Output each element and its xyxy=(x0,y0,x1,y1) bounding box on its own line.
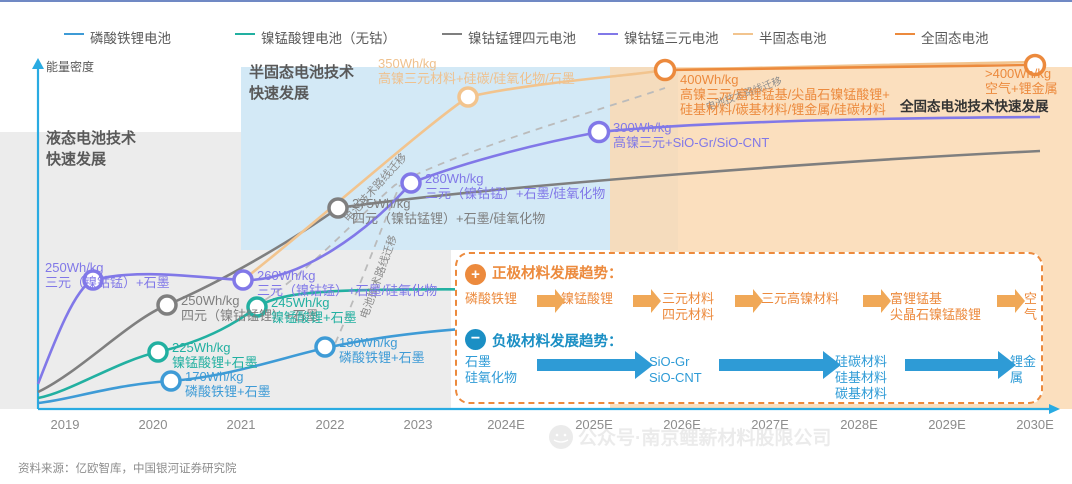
svg-text:公众号·南京鲤薪材料股限公司: 公众号·南京鲤薪材料股限公司 xyxy=(578,426,831,449)
